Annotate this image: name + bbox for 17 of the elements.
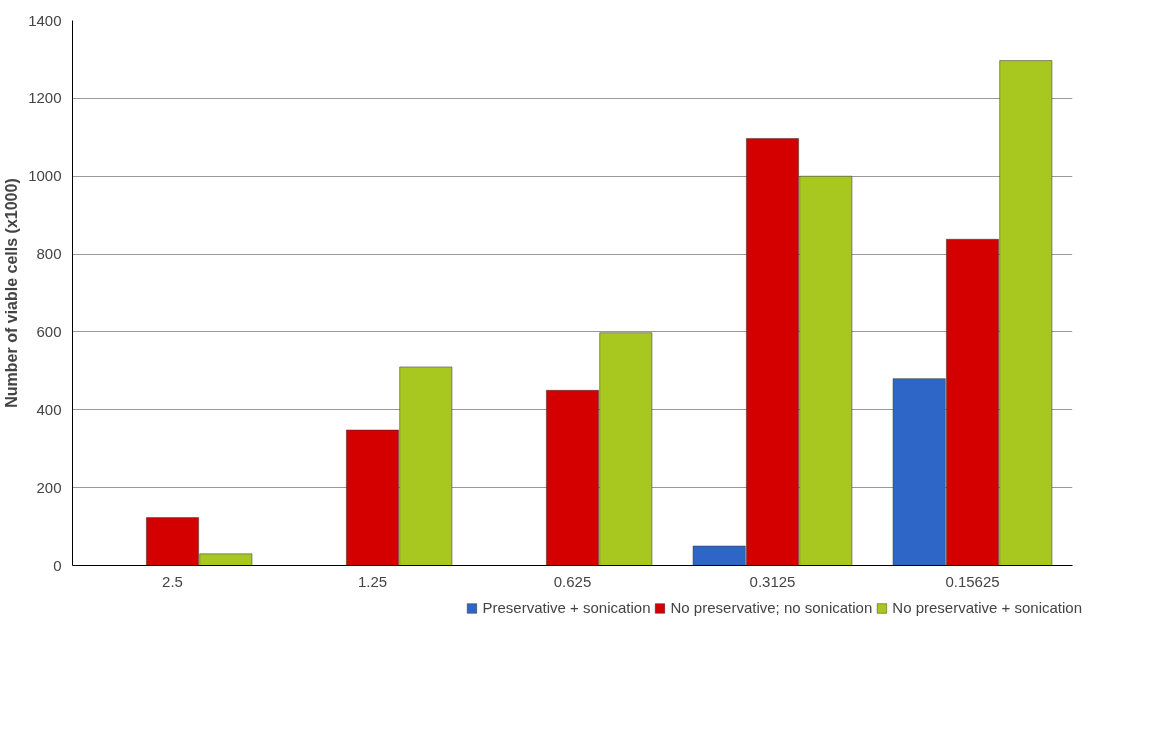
y-tick-label: 400 (36, 400, 62, 418)
y-tick-label: 0 (53, 556, 62, 574)
x-tick-label: 0.3125 (749, 572, 796, 590)
y-tick-label: 1200 (28, 89, 62, 107)
y-tick-label: 800 (36, 245, 62, 263)
legend-label: No preservative + sonication (892, 599, 1082, 616)
y-tick-label: 1400 (28, 11, 62, 29)
legend-label: Preservative + sonication (482, 599, 651, 616)
x-tick-label: 1.25 (357, 572, 388, 590)
x-tick-label: 0.15625 (945, 572, 1000, 590)
y-tick-label: 200 (36, 478, 62, 496)
legend-label: No preservative; no sonication (670, 599, 873, 616)
y-tick-label: 600 (36, 322, 62, 340)
x-tick-label: 2.5 (162, 572, 183, 590)
x-tick-label: 0.625 (553, 572, 592, 590)
y-axis-title: Number of viable cells (x1000) (3, 178, 21, 408)
y-tick-label: 1000 (28, 167, 62, 185)
